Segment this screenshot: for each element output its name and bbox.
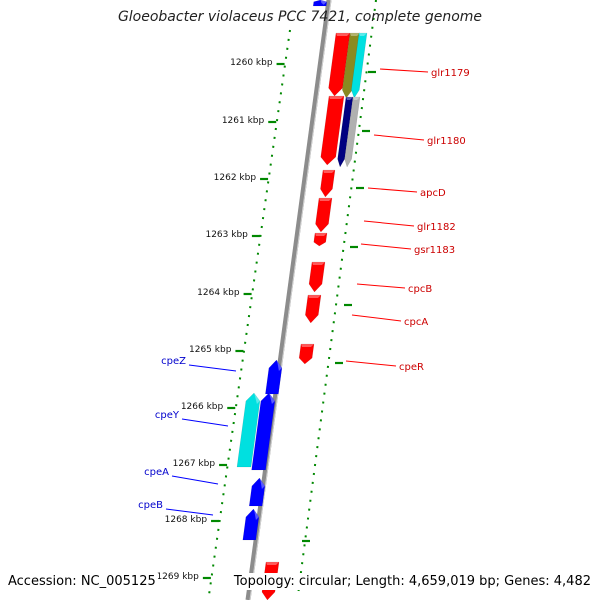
gene-label-leader <box>373 134 425 141</box>
gene-label-cpeZ[interactable]: cpeZ <box>161 356 186 367</box>
gene-label-gsr1183[interactable]: gsr1183 <box>414 245 455 256</box>
scale-tick-label: 1262 kbp <box>214 173 257 183</box>
gene-label-cpeA[interactable]: cpeA <box>144 467 169 478</box>
gene-feature-cyan-reverse[interactable] <box>236 392 261 468</box>
gene-label-leader <box>345 360 397 367</box>
gene-feature-cpeY[interactable] <box>251 392 276 471</box>
gene-label-leader <box>171 475 219 485</box>
gene-features <box>236 0 368 600</box>
map-title: Gloeobacter violaceus PCC 7421, complete… <box>117 9 483 25</box>
gene-label-cpcB[interactable]: cpcB <box>408 284 432 295</box>
gene-feature-top-reverse[interactable] <box>312 0 328 7</box>
gene-label-leader <box>181 418 229 427</box>
scale-tick-label: 1269 kbp <box>156 572 199 582</box>
scale-tick-label: 1266 kbp <box>181 402 224 412</box>
gene-feature-cpcB[interactable] <box>308 261 326 293</box>
gene-label-cpeB[interactable]: cpeB <box>138 500 163 511</box>
scale-tick-label: 1261 kbp <box>222 116 265 126</box>
gene-feature-gsr1183[interactable] <box>313 232 328 247</box>
gene-feature-olive[interactable] <box>342 32 361 99</box>
gene-feature-glr1180[interactable] <box>320 95 345 166</box>
gene-feature-glr1182[interactable] <box>315 197 333 233</box>
scale-tick-label: 1264 kbp <box>197 288 240 298</box>
gene-feature-cyan[interactable] <box>351 32 368 99</box>
scale-ticks: 1260 kbp 1261 kbp 1262 kbp 1263 kbp 1264 kbp… <box>156 58 376 582</box>
gene-feature-cpeR[interactable] <box>298 343 315 365</box>
gene-label-leader <box>188 364 237 372</box>
inner-dotted-track <box>208 29 291 596</box>
gene-label-glr1180[interactable]: glr1180 <box>427 136 466 147</box>
gene-feature-cpeA[interactable] <box>248 477 266 507</box>
gene-label-leader <box>351 314 402 322</box>
outer-dotted-track <box>297 0 377 596</box>
gene-label-leader <box>379 68 429 73</box>
gene-feature-cpcA[interactable] <box>305 294 322 324</box>
gene-feature-grey[interactable] <box>344 96 361 168</box>
gene-feature-apcD[interactable] <box>320 169 336 198</box>
gene-labels: glr1179 glr1180 apcD glr1182 gsr1183 cpcB cpcA… <box>138 68 470 516</box>
topology-summary: Topology: circular; Length: 4,659,019 bp… <box>231 573 593 590</box>
gene-label-cpcA[interactable]: cpcA <box>404 317 428 328</box>
gene-feature-glr1179[interactable] <box>328 32 351 97</box>
accession-text: Accession: NC_005125 <box>6 573 158 590</box>
gene-label-cpeY[interactable]: cpeY <box>155 410 180 421</box>
gene-label-leader <box>360 243 412 250</box>
genome-backbone-highlight <box>249 0 332 600</box>
gene-feature-cpeB[interactable] <box>242 508 260 541</box>
gene-feature-cpeZ[interactable] <box>265 359 283 395</box>
gene-feature-navy[interactable] <box>337 96 354 168</box>
gene-label-leader <box>363 220 415 227</box>
scale-tick-label: 1260 kbp <box>230 58 273 68</box>
gene-label-glr1182[interactable]: glr1182 <box>417 222 456 233</box>
gene-label-leader <box>165 508 214 516</box>
gene-label-glr1179[interactable]: glr1179 <box>431 68 470 79</box>
scale-tick-label: 1268 kbp <box>165 515 208 525</box>
gene-label-cpeR[interactable]: cpeR <box>399 362 424 373</box>
scale-tick-label: 1265 kbp <box>189 345 232 355</box>
scale-tick-label: 1263 kbp <box>205 230 248 240</box>
gene-label-apcD[interactable]: apcD <box>420 188 446 199</box>
gene-label-leader <box>356 283 406 289</box>
gene-label-leader <box>367 187 418 193</box>
scale-tick-label: 1267 kbp <box>173 459 216 469</box>
